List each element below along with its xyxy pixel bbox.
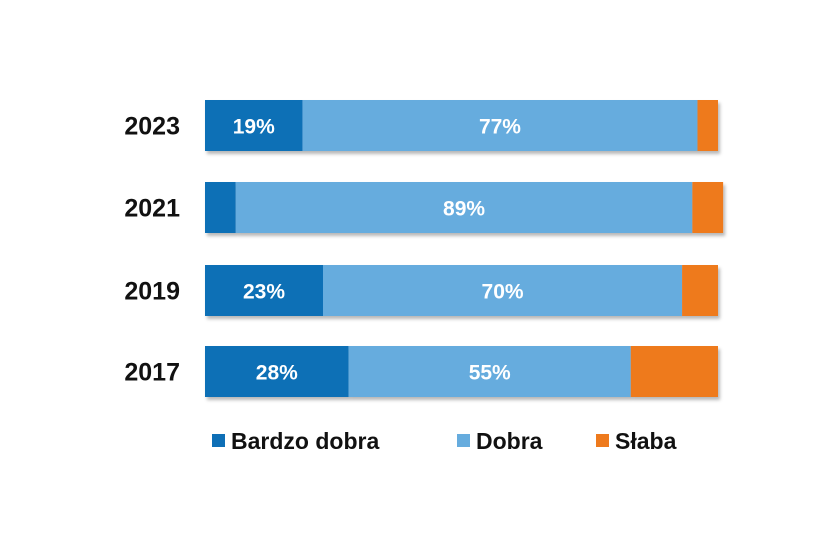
data-label: 70% bbox=[482, 281, 524, 304]
legend: Bardzo dobra Dobra Słaba bbox=[212, 428, 677, 454]
legend-label: Bardzo dobra bbox=[231, 428, 379, 454]
bar-stack bbox=[205, 265, 718, 316]
legend-item: Bardzo dobra bbox=[212, 428, 379, 454]
legend-label: Dobra bbox=[476, 428, 543, 454]
legend-swatch bbox=[596, 434, 609, 447]
data-label: 19% bbox=[233, 116, 275, 139]
bar-row-2019: 2019 23% 70% bbox=[124, 265, 718, 316]
bar-row-2017: 2017 28% 55% bbox=[124, 346, 718, 397]
category-label: 2019 bbox=[124, 278, 180, 306]
bar-segment-dobra bbox=[348, 346, 631, 397]
data-label: 28% bbox=[256, 362, 298, 385]
category-label: 2023 bbox=[124, 113, 180, 141]
bar-segment-dobra bbox=[235, 182, 693, 233]
legend-swatch bbox=[457, 434, 470, 447]
bar-segment-bardzo-dobra bbox=[205, 346, 349, 397]
category-label: 2017 bbox=[124, 359, 180, 387]
bar-segment-dobra bbox=[302, 100, 698, 151]
bar-segment-bardzo-dobra bbox=[205, 100, 303, 151]
bar-segment-bardzo-dobra bbox=[205, 265, 323, 316]
bar-segment-saba bbox=[630, 346, 718, 397]
bar-row-2023: 2023 19% 77% bbox=[124, 100, 718, 151]
bar-stack bbox=[205, 182, 724, 233]
bars-group: 2023 19% 77% 2021 89% 2019 23% 70% 2017 28% 55% bbox=[124, 100, 724, 397]
legend-swatch bbox=[212, 434, 225, 447]
bar-stack bbox=[205, 100, 718, 151]
bar-segment-saba bbox=[697, 100, 718, 151]
category-label: 2021 bbox=[124, 195, 180, 223]
bar-segment-bardzo-dobra bbox=[205, 182, 236, 233]
bar-segment-saba bbox=[692, 182, 724, 233]
data-label: 55% bbox=[469, 362, 511, 385]
data-label: 23% bbox=[243, 281, 285, 304]
bar-stack bbox=[205, 346, 718, 397]
legend-label: Słaba bbox=[615, 428, 677, 454]
data-label: 89% bbox=[443, 198, 485, 221]
bar-row-2021: 2021 89% bbox=[124, 182, 724, 233]
data-label: 77% bbox=[479, 116, 521, 139]
bar-segment-saba bbox=[682, 265, 718, 316]
legend-item: Słaba bbox=[596, 428, 677, 454]
legend-item: Dobra bbox=[457, 428, 543, 454]
bar-segment-dobra bbox=[322, 265, 683, 316]
